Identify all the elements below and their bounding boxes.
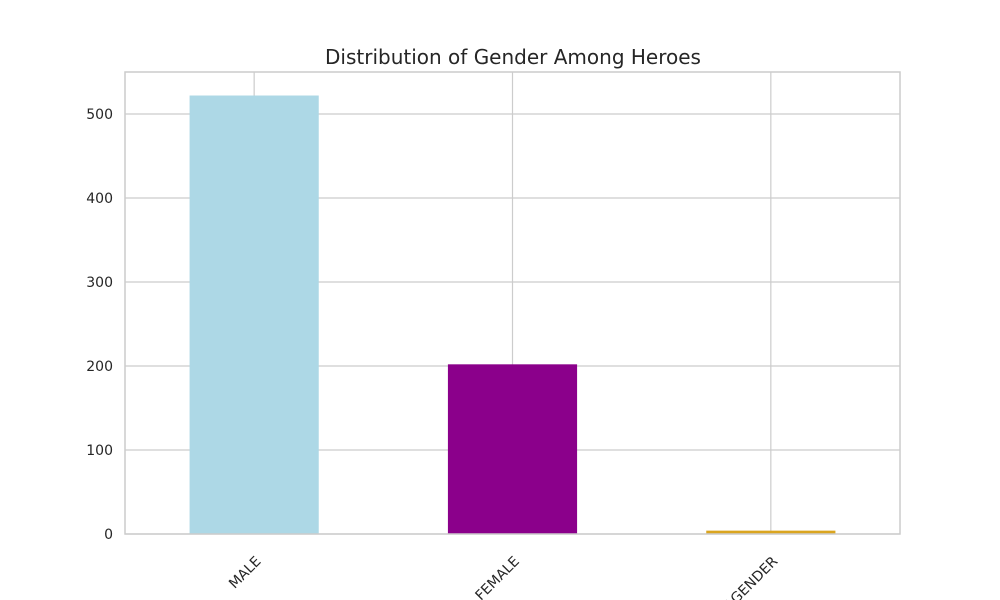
y-axis-ticks: 0 100 200 300 400 500 (86, 107, 113, 543)
y-tick-label: 200 (86, 359, 113, 375)
x-tick-label: FEMALE (472, 554, 522, 600)
y-tick-label: 500 (86, 107, 113, 123)
bar-agender (706, 530, 836, 534)
bars (189, 95, 836, 535)
chart-title: Distribution of Gender Among Heroes (325, 45, 701, 69)
y-tick-label: 300 (86, 275, 113, 291)
y-tick-label: 400 (86, 191, 113, 207)
x-tick-label: AGENDER (721, 553, 781, 600)
y-tick-label: 0 (104, 527, 113, 543)
bar-female (447, 364, 578, 534)
plot-frame (124, 71, 901, 535)
x-axis-ticks: MALE FEMALE AGENDER (226, 553, 781, 600)
y-tick-label: 100 (86, 443, 113, 459)
x-tick-label: MALE (226, 554, 264, 592)
bar-male (189, 95, 319, 535)
